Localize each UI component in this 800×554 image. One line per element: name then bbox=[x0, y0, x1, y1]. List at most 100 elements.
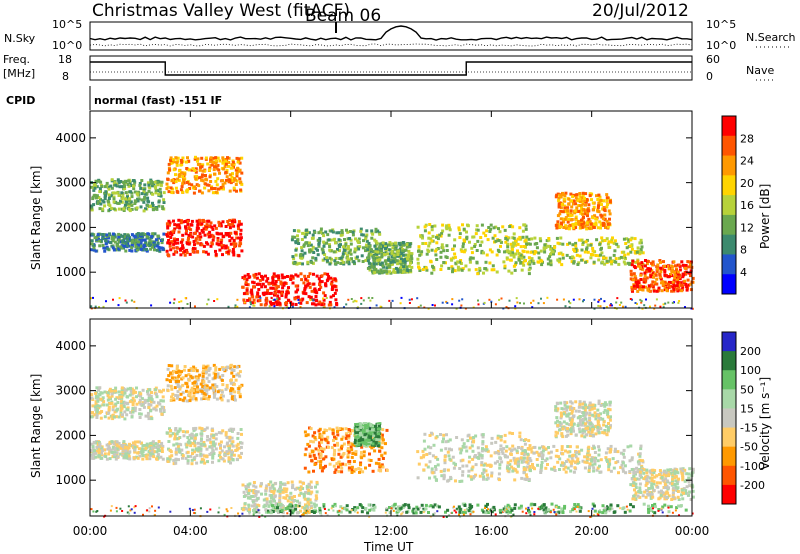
data-cell bbox=[352, 469, 356, 473]
data-cell bbox=[206, 435, 210, 438]
data-cell bbox=[341, 453, 345, 457]
data-cell bbox=[185, 445, 189, 449]
data-cell bbox=[147, 183, 151, 187]
data-cell bbox=[142, 209, 146, 213]
data-cell bbox=[646, 260, 650, 263]
data-cell bbox=[175, 365, 179, 369]
data-cell bbox=[232, 253, 236, 257]
data-cell bbox=[119, 199, 122, 203]
data-cell bbox=[642, 280, 646, 284]
data-cell bbox=[451, 256, 455, 260]
data-cell bbox=[186, 461, 190, 465]
data-cell bbox=[238, 395, 242, 399]
data-cell bbox=[111, 246, 115, 250]
data-cell bbox=[518, 235, 522, 239]
data-cell bbox=[94, 179, 98, 183]
data-cell bbox=[639, 248, 643, 252]
data-cell bbox=[310, 505, 314, 509]
data-cell bbox=[638, 287, 642, 291]
data-cell bbox=[601, 260, 605, 264]
data-cell bbox=[581, 225, 585, 229]
data-cell bbox=[360, 233, 364, 237]
data-cell bbox=[117, 181, 121, 184]
data-cell bbox=[631, 259, 635, 263]
data-cell bbox=[383, 451, 387, 455]
data-cell bbox=[317, 444, 321, 448]
data-cell bbox=[610, 262, 614, 266]
data-cell bbox=[567, 224, 571, 228]
data-cell bbox=[131, 441, 135, 445]
data-cell bbox=[304, 241, 308, 245]
data-cell bbox=[364, 466, 367, 470]
data-cell bbox=[453, 269, 457, 273]
data-cell bbox=[433, 224, 437, 228]
data-cell bbox=[568, 241, 572, 245]
data-cell bbox=[533, 242, 537, 246]
data-cell bbox=[370, 436, 374, 440]
data-cell bbox=[118, 185, 122, 189]
data-cell bbox=[194, 155, 197, 159]
data-cell bbox=[168, 221, 172, 225]
data-cell bbox=[131, 444, 135, 448]
data-cell bbox=[196, 250, 199, 254]
data-cell bbox=[689, 263, 692, 267]
data-cell bbox=[154, 238, 158, 242]
data-cell bbox=[380, 436, 384, 440]
data-cell bbox=[518, 226, 522, 230]
data-cell bbox=[600, 203, 603, 207]
data-cell bbox=[117, 194, 121, 197]
data-cell bbox=[340, 470, 344, 474]
data-cell bbox=[476, 228, 480, 232]
data-cell bbox=[508, 225, 512, 228]
data-cell bbox=[621, 256, 625, 260]
data-cell bbox=[170, 454, 174, 458]
data-cell bbox=[558, 242, 562, 246]
data-cell bbox=[574, 202, 578, 206]
data-cell bbox=[333, 262, 337, 266]
data-cell bbox=[203, 388, 207, 392]
data-cell bbox=[146, 181, 150, 185]
data-cell bbox=[639, 278, 643, 281]
data-cell bbox=[391, 270, 395, 274]
data-cell bbox=[157, 248, 161, 252]
data-cell bbox=[633, 266, 637, 270]
data-cell bbox=[168, 455, 172, 459]
data-cell bbox=[186, 385, 190, 389]
data-cell bbox=[568, 306, 571, 309]
data-cell bbox=[615, 242, 619, 246]
data-cell bbox=[294, 284, 298, 288]
data-cell bbox=[478, 243, 482, 247]
data-cell bbox=[458, 232, 462, 236]
data-cell bbox=[177, 174, 181, 178]
data-cell bbox=[328, 462, 332, 466]
data-cell bbox=[585, 198, 589, 201]
data-cell bbox=[601, 207, 605, 211]
data-cell bbox=[200, 243, 204, 247]
data-cell bbox=[367, 261, 371, 265]
data-cell bbox=[221, 457, 225, 461]
data-cell bbox=[503, 264, 507, 268]
data-cell bbox=[148, 457, 152, 461]
data-cell bbox=[348, 248, 352, 252]
data-cell bbox=[202, 244, 206, 248]
data-cell bbox=[158, 249, 162, 253]
data-cell bbox=[294, 273, 298, 277]
data-cell bbox=[187, 438, 191, 442]
data-cell bbox=[336, 430, 339, 434]
data-cell bbox=[357, 439, 361, 442]
data-cell bbox=[366, 259, 370, 263]
data-cell bbox=[236, 442, 240, 446]
data-cell bbox=[132, 187, 136, 191]
data-cell bbox=[605, 205, 609, 209]
data-cell bbox=[280, 273, 284, 277]
data-cell bbox=[587, 203, 591, 207]
data-cell bbox=[193, 444, 197, 448]
data-cell bbox=[201, 385, 205, 388]
data-cell bbox=[380, 271, 384, 275]
data-cell bbox=[571, 255, 575, 259]
data-cell bbox=[152, 450, 156, 454]
data-cell bbox=[239, 238, 243, 242]
data-cell bbox=[390, 258, 394, 262]
data-cell bbox=[218, 159, 222, 163]
data-cell bbox=[98, 445, 102, 449]
